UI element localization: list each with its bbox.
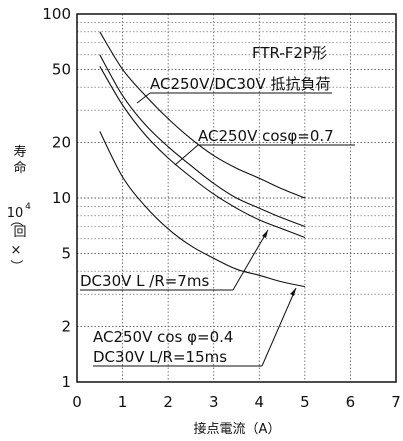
annotation-cos07: AC250V cosφ=0.7 [174,127,355,166]
x-tick-label: 2 [163,393,173,411]
series-line-3 [99,66,306,239]
annotation-leader [136,92,151,104]
annotation-resistive: AC250V/DC30V 抵抗負荷 [136,75,332,104]
series-group [99,31,306,288]
y-tick-label: 5 [61,244,71,262]
x-tick-label: 0 [72,393,82,411]
annotation-text: DC30V L /R=7ms [80,272,209,290]
arrowhead [262,230,268,238]
y-axis-label-char: × [11,243,22,258]
y-tick-label: 1 [61,373,71,391]
y-axis-label-char: 寿 [13,145,26,160]
series-line-1 [99,31,306,199]
annotation-leader [261,287,297,367]
annotation-text: AC250V cosφ=0.7 [198,127,334,145]
x-tick-label: 6 [346,393,356,411]
x-axis-label: 接点電流（A） [194,421,281,437]
y-tick-label: 20 [52,134,71,152]
series-line-2 [99,54,306,228]
y-axis-label-char: ） [8,259,23,272]
annotation-cos04: AC250V cos φ=0.4 DC30V L/R=15ms [93,287,297,367]
y-axis-label: 寿命 10 4（回 ×） [7,145,31,273]
annotation-leader [232,229,269,291]
y-tick-label: 100 [42,5,71,23]
y-axis-label-char: 回 [13,225,26,240]
x-tick-label: 3 [209,393,219,411]
annotation-lr7: DC30V L /R=7ms [80,229,269,291]
grid [77,14,396,382]
y-tick-label: 2 [61,318,71,336]
annotation-text: DC30V L/R=15ms [93,348,227,366]
series-line-4 [99,131,306,288]
arrowhead [290,288,296,296]
annotation-text: AC250V/DC30V 抵抗負荷 [150,75,331,93]
model-label: FTR-F2P形 [252,44,327,62]
y-tick-label: 50 [52,60,71,78]
y-axis-label-char: （ [8,213,23,226]
annotation-leader [174,144,199,166]
x-tick-label: 5 [300,393,310,411]
y-axis-label-char: 命 [13,160,26,176]
x-tick-label: 7 [391,393,401,411]
y-axis-label-char: 10 [7,206,24,221]
annotation-text: AC250V cos φ=0.4 [93,328,233,346]
x-tick-label: 1 [118,393,128,411]
y-axis-label-char: 4 [25,202,31,212]
y-tick-label: 10 [52,189,71,207]
plot-frame [76,13,397,383]
x-tick-label: 4 [255,393,265,411]
